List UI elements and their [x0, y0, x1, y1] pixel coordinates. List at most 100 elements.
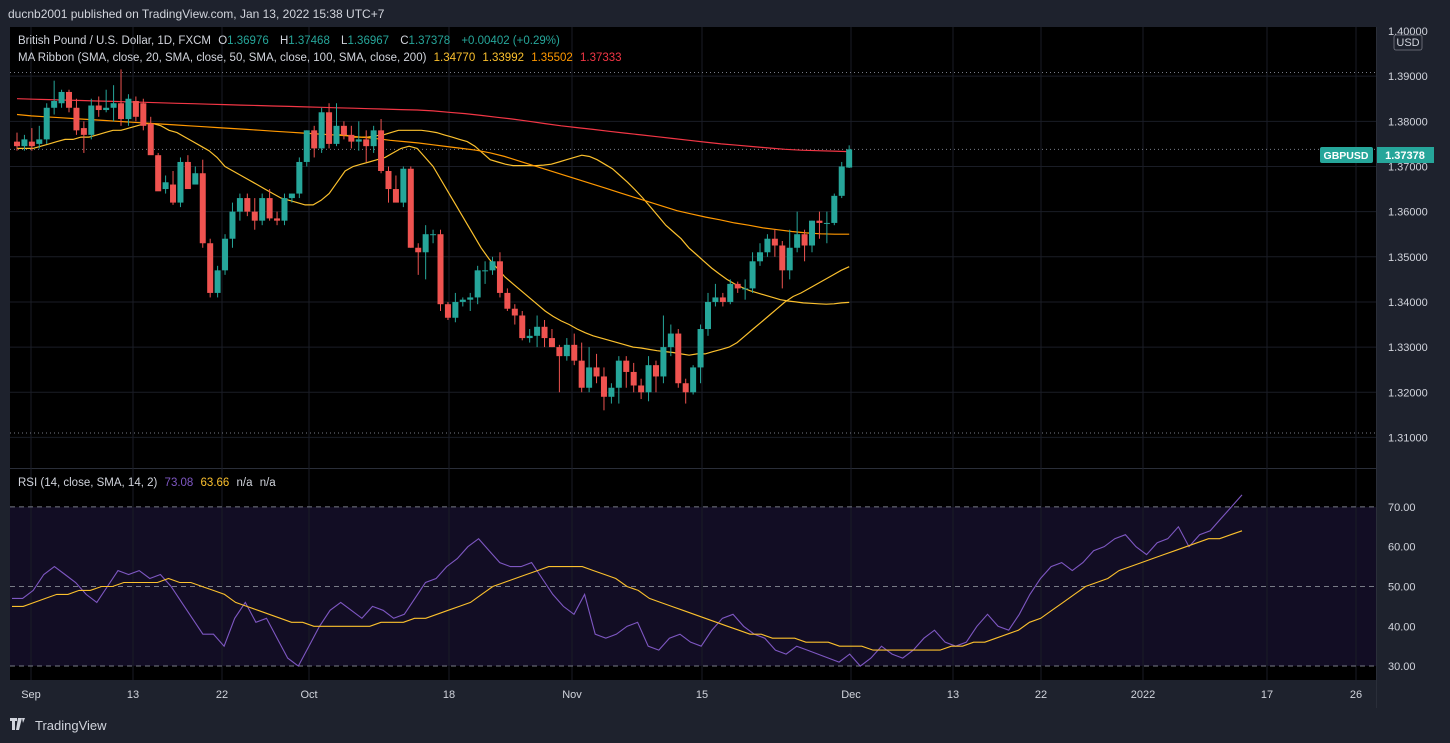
tradingview-logo[interactable]: TradingView: [10, 717, 107, 733]
grid-lines: [10, 27, 1376, 680]
candle-71: [534, 315, 541, 348]
candle-body: [244, 198, 251, 212]
rsi-sma-line: [12, 530, 1243, 651]
candle-body: [155, 155, 162, 192]
candles-group: [14, 69, 853, 411]
candle-body: [251, 211, 258, 221]
candle-96: [719, 292, 726, 307]
candle-body: [660, 347, 667, 377]
candle-body: [571, 344, 578, 361]
candle-body: [801, 234, 808, 246]
currency-badge[interactable]: USD: [1393, 34, 1423, 51]
candle-body: [534, 326, 541, 336]
candle-31: [236, 193, 243, 221]
candle-body: [749, 261, 756, 289]
candle-23: [177, 157, 184, 208]
candle-body: [541, 326, 548, 339]
candle-body: [400, 168, 407, 203]
candle-body: [779, 245, 786, 271]
time-axis-ticks[interactable]: Sep 13 22 Oct 18 Nov 15 Dec 13 22 2022 17 26: [21, 689, 1362, 701]
ma20-value: 1.34770: [433, 52, 476, 64]
candle-109: [816, 211, 823, 239]
candle-15: [118, 69, 125, 126]
last-price-value: 1.37378: [1385, 150, 1425, 162]
candle-105: [786, 229, 793, 280]
candle-17: [132, 96, 139, 122]
candle-body: [757, 252, 763, 262]
candle-body: [697, 329, 704, 368]
price-pane-bg: [10, 27, 1376, 468]
rsi-tick-label: 50.00: [1388, 581, 1416, 593]
candle-body: [229, 211, 236, 239]
candle-53: [400, 166, 407, 208]
candle-84: [630, 362, 637, 393]
legend-change: +0.00402 (+0.29%): [461, 35, 560, 47]
candle-52: [392, 175, 399, 203]
candle-body: [823, 222, 830, 224]
candle-body: [236, 198, 243, 212]
ma200-line: [16, 98, 850, 153]
price-tick-label: 1.31000: [1388, 432, 1428, 444]
candle-75: [563, 338, 570, 361]
rsi-line: [12, 494, 1243, 667]
price-tick-label: 1.32000: [1388, 387, 1428, 399]
candle-body: [482, 270, 489, 272]
candle-57: [430, 229, 437, 244]
candle-2: [21, 134, 28, 151]
price-axis-ticks[interactable]: 1.400001.390001.380001.370001.360001.350…: [1388, 26, 1428, 444]
candle-56: [422, 225, 429, 280]
candle-13: [103, 89, 110, 113]
last-price-bg: [1377, 147, 1434, 163]
price-tick-label: 1.33000: [1388, 342, 1428, 354]
candle-69: [519, 310, 526, 341]
candle-94: [704, 292, 711, 336]
candle-24: [184, 155, 191, 190]
candle-body: [786, 247, 793, 271]
tradingview-logo-text: TradingView: [35, 717, 107, 733]
time-tick-label: Sep: [21, 689, 41, 701]
candle-95: [712, 283, 719, 307]
candle-81: [608, 383, 615, 404]
rsi-axis-ticks[interactable]: 70.00 60.00 50.00 40.00 30.00: [1388, 502, 1416, 673]
candle-26: [199, 159, 206, 248]
legend-low: L1.36967: [341, 35, 390, 47]
candle-48: [363, 130, 370, 162]
rsi-tick-label: 70.00: [1388, 502, 1416, 514]
candle-98: [734, 281, 741, 293]
candle-body: [690, 367, 697, 393]
candle-4: [36, 125, 43, 149]
candle-body: [110, 103, 117, 108]
time-tick-label: 13: [947, 689, 959, 701]
candle-body: [266, 198, 273, 219]
candle-111: [831, 193, 838, 226]
rsi-tick-label: 40.00: [1388, 621, 1416, 633]
candle-108: [809, 220, 816, 253]
candle-body: [467, 297, 474, 300]
time-tick-label: 18: [443, 689, 455, 701]
candle-body: [132, 100, 139, 117]
candle-89: [667, 324, 674, 357]
candle-82: [615, 356, 622, 404]
candle-body: [645, 365, 652, 393]
candle-body: [14, 141, 20, 147]
candle-6: [51, 80, 58, 115]
legend-open: O1.36976: [218, 35, 269, 47]
candle-29: [222, 234, 229, 275]
header-bar: ducnb2001 published on TradingView.com, …: [0, 0, 1450, 27]
price-tick-label: 1.37000: [1388, 161, 1428, 173]
candle-74: [556, 344, 563, 393]
last-price-tag: GBPUSD 1.37378: [1320, 147, 1434, 163]
ma-ribbon-title: MA Ribbon (SMA, close, 20, SMA, close, 5…: [18, 52, 427, 64]
candle-body: [526, 335, 533, 339]
candle-body: [630, 371, 637, 386]
candle-body: [103, 107, 110, 111]
price-tick-label: 1.39000: [1388, 71, 1428, 83]
ma200-value: 1.37333: [579, 52, 622, 64]
candle-body: [378, 130, 385, 171]
candle-45: [340, 121, 347, 140]
ma20-line: [17, 123, 850, 356]
time-tick-label: 22: [216, 689, 228, 701]
candle-1: [14, 132, 20, 151]
candle-87: [652, 360, 659, 393]
